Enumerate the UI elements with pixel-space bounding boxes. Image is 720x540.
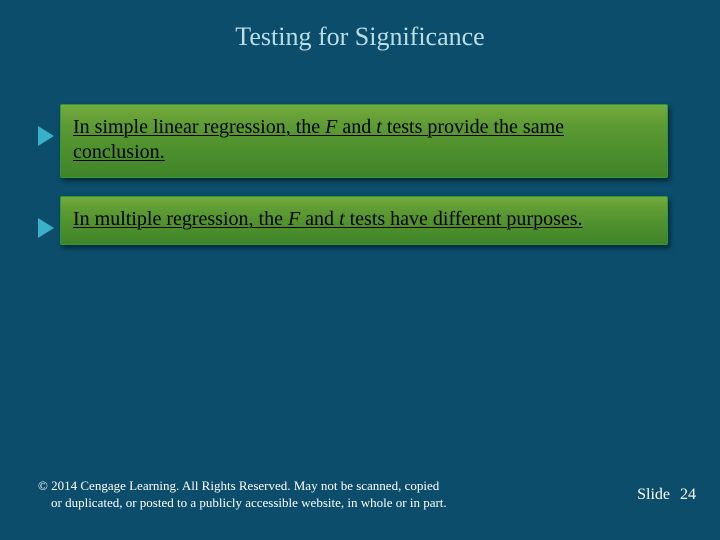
slide-label: Slide bbox=[637, 486, 670, 503]
bullet-text-1: In simple linear regression, the F and t… bbox=[73, 115, 655, 165]
copyright-line-1: © 2014 Cengage Learning. All Rights Rese… bbox=[38, 478, 439, 493]
footer-slide-number: Slide 24 bbox=[637, 486, 696, 504]
bullet-marker-2 bbox=[38, 218, 54, 238]
bullet-text-2: In multiple regression, the F and t test… bbox=[73, 207, 655, 232]
copyright-line-2: or duplicated, or posted to a publicly a… bbox=[51, 495, 447, 510]
slide-number: 24 bbox=[680, 486, 696, 503]
bullet-box-2: In multiple regression, the F and t test… bbox=[60, 196, 668, 245]
slide-root: Testing for Significance In simple linea… bbox=[0, 0, 720, 540]
bullet-box-1: In simple linear regression, the F and t… bbox=[60, 104, 668, 178]
slide-title: Testing for Significance bbox=[0, 22, 720, 52]
footer-copyright: © 2014 Cengage Learning. All Rights Rese… bbox=[38, 477, 578, 512]
bullet-marker-1 bbox=[38, 126, 54, 146]
